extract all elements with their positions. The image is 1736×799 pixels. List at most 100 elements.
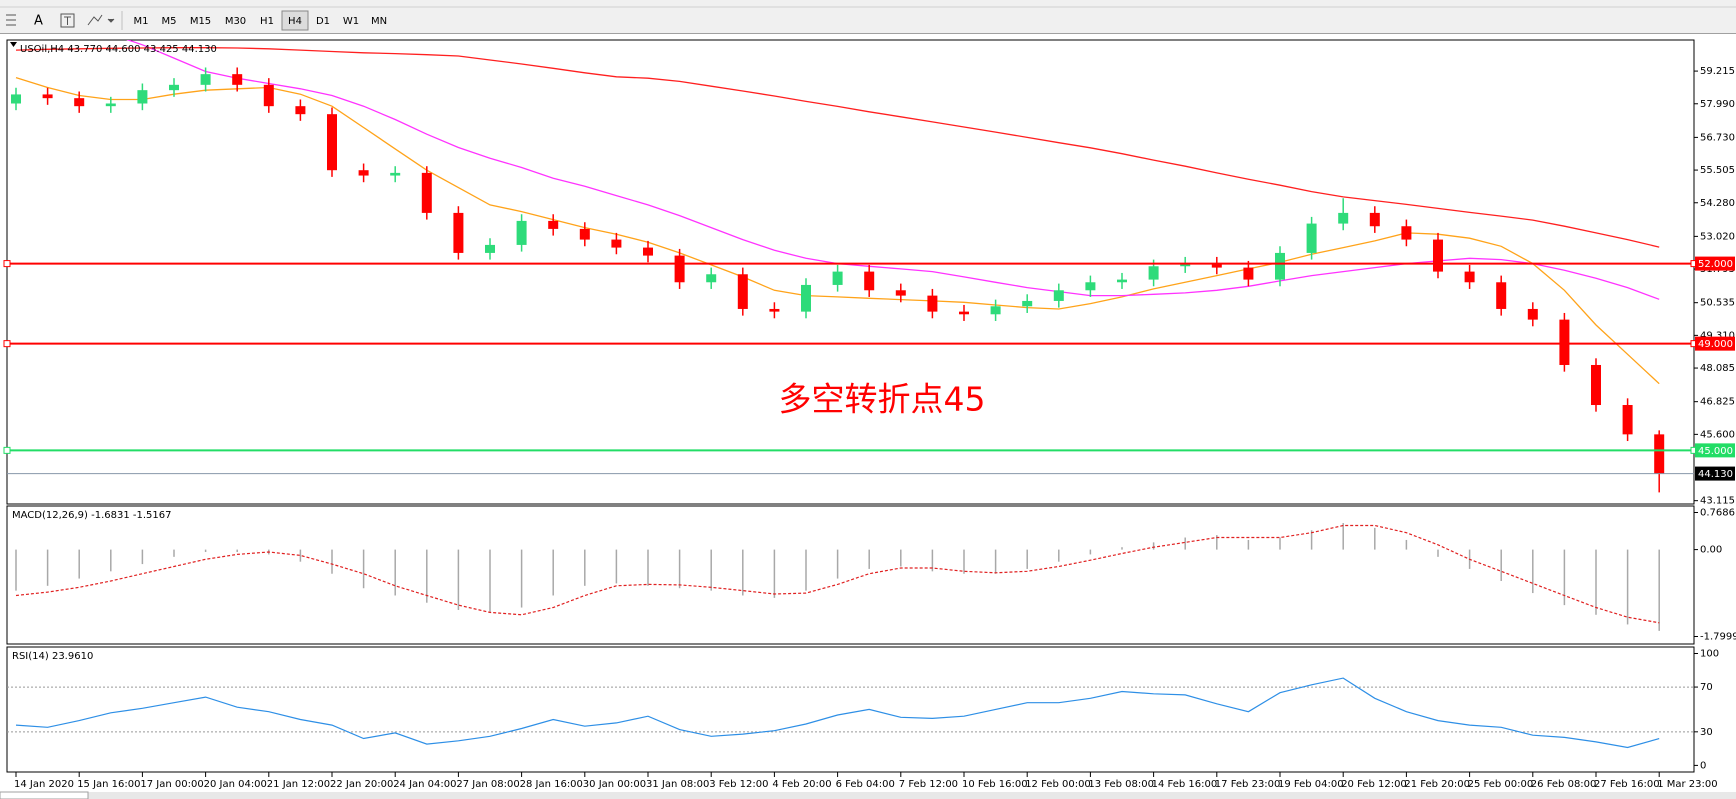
- last-price-box: [1695, 466, 1735, 481]
- timeframe-label[interactable]: W1: [343, 16, 359, 27]
- y-tick-label: 48.085: [1700, 363, 1735, 374]
- x-tick-label: 12 Feb 00:00: [1025, 779, 1091, 790]
- candle-body: [295, 106, 306, 115]
- candle-body: [1496, 282, 1507, 309]
- x-tick-label: 28 Jan 16:00: [520, 779, 583, 790]
- x-tick-label: 1 Mar 23:00: [1657, 779, 1717, 790]
- x-tick-label: 15 Jan 16:00: [77, 779, 140, 790]
- panel-title: USOil,H4 43.770 44.600 43.425 44.130: [20, 44, 217, 55]
- y-tick-label: 54.280: [1700, 198, 1735, 209]
- candle-body: [74, 98, 85, 107]
- candle-body: [1148, 266, 1159, 280]
- chart-tab[interactable]: [0, 791, 89, 799]
- menu-icon[interactable]: [6, 14, 16, 26]
- arrows-icon[interactable]: [87, 14, 103, 26]
- candle-body: [1591, 364, 1601, 406]
- charts: 59.21557.99056.73055.50554.28053.02051.7…: [3, 39, 1736, 790]
- level-marker: [3, 260, 11, 268]
- timeframe-label[interactable]: M5: [162, 16, 177, 27]
- candle-body: [990, 306, 1001, 315]
- candle-body: [200, 74, 211, 85]
- candle-body: [706, 274, 717, 283]
- candle-body: [832, 271, 843, 285]
- plot-area: [15, 523, 1660, 631]
- candle-body: [516, 220, 527, 245]
- timeframe-bar: M1 M5 M15 M30 H1 H4 D1 W1 MN: [134, 10, 387, 31]
- candle-body: [390, 172, 401, 176]
- candle-body: [864, 271, 875, 291]
- candle-body: [485, 244, 495, 253]
- candle-body: [1180, 263, 1191, 267]
- candle-body: [358, 170, 369, 176]
- text-tool[interactable]: A: [34, 14, 43, 29]
- x-tick-label: 24 Jan 04:00: [393, 779, 456, 790]
- signal-line: [15, 524, 1660, 624]
- timeframe-label[interactable]: M15: [190, 16, 211, 27]
- y-tick-label: 100: [1700, 648, 1719, 659]
- candle-body: [1117, 279, 1127, 283]
- x-tick-label: 21 Jan 12:00: [267, 779, 330, 790]
- candle-body: [1338, 212, 1349, 224]
- x-tick-label: 25 Feb 00:00: [1468, 779, 1534, 790]
- level-marker: [3, 446, 11, 454]
- timeframe-label[interactable]: H4: [288, 16, 302, 27]
- candle-body: [11, 94, 21, 104]
- symbol-menu-arrow[interactable]: [10, 42, 17, 47]
- timeframe-label[interactable]: MN: [371, 16, 387, 27]
- candle-body: [579, 228, 590, 240]
- y-tick-label: -1.7999: [1700, 632, 1736, 643]
- y-tick-label: 70: [1700, 682, 1713, 693]
- candle-body: [1559, 319, 1570, 365]
- y-tick-label: 49.310: [1700, 330, 1735, 341]
- x-tick-label: 27 Feb 16:00: [1594, 779, 1660, 790]
- candle-body: [548, 220, 559, 229]
- timeframe-button[interactable]: [281, 10, 309, 31]
- x-tick-label: 4 Feb 20:00: [772, 779, 831, 790]
- y-tick-label: 57.990: [1700, 99, 1735, 110]
- x-tick-label: 21 Feb 20:00: [1404, 779, 1470, 790]
- candle-body: [1622, 405, 1633, 435]
- candle-body: [1433, 239, 1443, 272]
- candle-body: [737, 274, 748, 309]
- candle-body: [232, 74, 243, 85]
- candle-body: [137, 90, 148, 104]
- x-tick-label: 22 Jan 20:00: [330, 779, 393, 790]
- candle-body: [674, 255, 685, 283]
- plot-area: [7, 677, 1694, 749]
- candle-body: [169, 84, 179, 91]
- x-tick-label: 6 Feb 04:00: [836, 779, 895, 790]
- y-tick-label: 55.505: [1700, 165, 1735, 176]
- candle-body: [895, 290, 906, 296]
- x-tick-label: 20 Feb 12:00: [1341, 779, 1407, 790]
- timeframe-label[interactable]: D1: [316, 16, 330, 27]
- y-tick-label: 0: [1700, 760, 1706, 771]
- last-price-label: 44.130: [1698, 469, 1733, 480]
- candle-body: [1527, 308, 1538, 320]
- timeframe-label[interactable]: M30: [225, 16, 246, 27]
- timeframe-label[interactable]: M1: [134, 16, 149, 27]
- x-tick-label: 14 Jan 2020: [14, 779, 74, 790]
- text-label-icon[interactable]: [60, 13, 75, 28]
- x-tick-label: 27 Jan 08:00: [456, 779, 519, 790]
- candle-body: [263, 84, 274, 107]
- candle-body: [1085, 282, 1096, 291]
- y-tick-label: 45.600: [1700, 429, 1735, 440]
- candle-body: [1306, 223, 1317, 253]
- candle-body: [1275, 252, 1285, 280]
- y-tick-label: 50.535: [1700, 298, 1735, 309]
- y-tick-label: 56.730: [1700, 132, 1735, 143]
- timeframe-label[interactable]: H1: [260, 16, 274, 27]
- level-label: 45.000: [1698, 446, 1733, 457]
- level-label-box: [1695, 443, 1735, 458]
- candle-body: [421, 172, 432, 213]
- y-tick-label: 46.825: [1700, 397, 1735, 408]
- text-label-glyph: [64, 16, 71, 25]
- panel-title: RSI(14) 23.9610: [12, 651, 93, 662]
- candle-body: [1464, 271, 1475, 283]
- moving-average: [15, 47, 1660, 248]
- candle-body: [1369, 212, 1380, 227]
- dropdown-icon[interactable]: [107, 18, 115, 23]
- level-label-box: [1695, 336, 1735, 351]
